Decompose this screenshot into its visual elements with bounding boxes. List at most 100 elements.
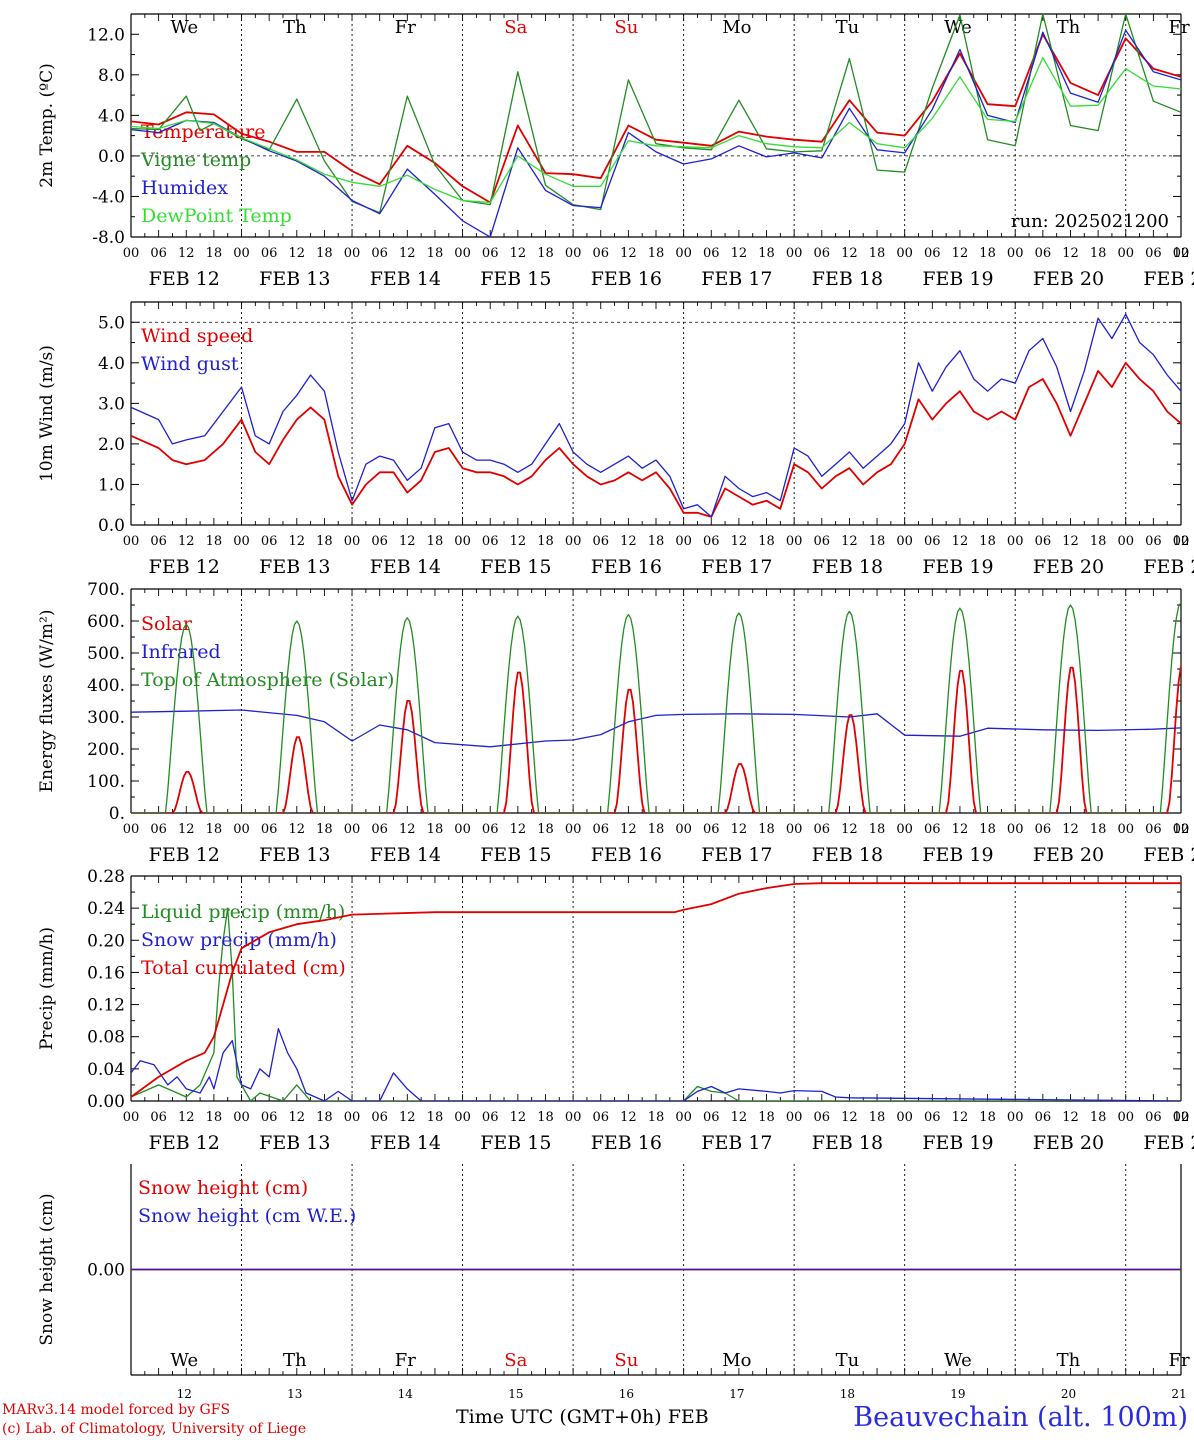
legend-entry: Vigne temp [140, 149, 251, 171]
y-axis-title: Snow height (cm) [37, 1193, 57, 1345]
hour-tick-label: 06 [482, 822, 499, 837]
hour-tick-label: 12 [1173, 822, 1190, 837]
date-label: FEB 15 [480, 268, 551, 290]
hour-tick-label: 00 [1117, 822, 1134, 837]
hour-tick-label: 00 [233, 1110, 250, 1125]
y-tick-label: 400. [87, 676, 125, 696]
y-tick-label: 0.08 [87, 1028, 125, 1048]
date-label: FEB 12 [149, 1132, 220, 1154]
model-credit: MARv3.14 model forced by GFS [2, 1402, 231, 1418]
date-label: FEB 13 [259, 268, 330, 290]
panel-4: 0.00 0.04 0.08 0.12 0.16 0.20 0.24 0.28 Precip (… [37, 867, 1194, 1154]
weekday-label: We [170, 17, 198, 38]
hour-tick-label: 00 [454, 534, 471, 549]
date-label: FEB 12 [149, 268, 220, 290]
weekday-label: We [944, 1350, 972, 1371]
legend-entry: Top of Atmosphere (Solar) [141, 669, 394, 691]
date-label: FEB 21 [1143, 556, 1194, 578]
hour-tick-label: 06 [150, 1110, 167, 1125]
panel-3: 0. 100. 200. 300. 400. 500. 600. 700. Energy flu… [37, 580, 1194, 866]
hour-tick-label: 06 [924, 246, 941, 261]
hour-tick-label: 18 [869, 534, 886, 549]
hour-tick-label: 18 [979, 246, 996, 261]
weekday-label: Fr [395, 17, 416, 38]
y-tick-label: 0.04 [87, 1060, 125, 1080]
hour-tick-label: 06 [703, 246, 720, 261]
hour-tick-label: 06 [592, 246, 609, 261]
hour-tick-label: 12 [178, 1110, 195, 1125]
hour-tick-label: 00 [233, 246, 250, 261]
hour-tick-label: 12 [1062, 246, 1079, 261]
y-tick-label: 0.0 [98, 516, 125, 536]
y-tick-label: 0.20 [87, 931, 125, 951]
hour-tick-label: 00 [896, 246, 913, 261]
date-label: FEB 21 [1143, 844, 1194, 866]
weekday-label: We [944, 17, 972, 38]
series-top-of-atmosphere-solar-line [131, 601, 1181, 813]
weekday-label: Th [283, 1350, 307, 1371]
hour-tick-label: 12 [952, 822, 969, 837]
hour-tick-label: 12 [399, 534, 416, 549]
hour-tick-label: 00 [1007, 534, 1024, 549]
date-label: FEB 13 [259, 556, 330, 578]
y-tick-label: 2.0 [98, 435, 125, 455]
y-tick-label: 0.00 [87, 1261, 125, 1281]
date-label: FEB 14 [370, 268, 441, 290]
hour-tick-label: 00 [344, 822, 361, 837]
y-tick-label: 0.12 [87, 996, 125, 1016]
date-label: FEB 16 [591, 844, 662, 866]
weekday-label: Su [614, 1350, 638, 1371]
hour-tick-label: 00 [565, 1110, 582, 1125]
date-label: FEB 18 [812, 844, 883, 866]
series-wind-gust-line [131, 313, 1181, 518]
y-tick-label: 0.28 [87, 867, 125, 887]
hour-tick-label: 06 [924, 534, 941, 549]
hour-tick-label: 00 [565, 534, 582, 549]
date-label: FEB 12 [149, 844, 220, 866]
hour-tick-label: 00 [454, 1110, 471, 1125]
hour-tick-label: 18 [869, 1110, 886, 1125]
hour-tick-label: 12 [178, 534, 195, 549]
hour-tick-label: 18 [537, 1110, 554, 1125]
y-tick-label: 12.0 [87, 25, 125, 45]
hour-tick-label: 06 [703, 822, 720, 837]
hour-tick-label: 18 [316, 246, 333, 261]
hour-tick-label: 18 [758, 1110, 775, 1125]
hour-tick-label: 00 [896, 822, 913, 837]
y-axis-title: Precip (mm/h) [37, 927, 57, 1050]
hour-tick-label: 06 [371, 246, 388, 261]
hour-tick-label: 12 [510, 534, 527, 549]
hour-tick-label: 00 [344, 1110, 361, 1125]
y-tick-label: 8.0 [98, 66, 125, 86]
hour-tick-label: 06 [261, 822, 278, 837]
date-label: FEB 16 [591, 268, 662, 290]
day-number-label: 16 [619, 1387, 634, 1401]
date-label: FEB 21 [1143, 268, 1194, 290]
hour-tick-label: 00 [1007, 246, 1024, 261]
hour-tick-label: 06 [1145, 534, 1162, 549]
hour-tick-label: 18 [758, 534, 775, 549]
legend-entry: Infrared [141, 641, 221, 663]
hour-tick-label: 18 [869, 246, 886, 261]
hour-tick-label: 00 [123, 822, 140, 837]
hour-tick-label: 18 [206, 534, 223, 549]
date-label: FEB 14 [370, 556, 441, 578]
hour-tick-label: 18 [537, 534, 554, 549]
date-label: FEB 15 [480, 844, 551, 866]
weekday-label: We [170, 1350, 198, 1371]
hour-tick-label: 06 [261, 1110, 278, 1125]
legend-entry: Humidex [141, 177, 228, 199]
hour-tick-label: 18 [206, 822, 223, 837]
hour-tick-label: 06 [1145, 822, 1162, 837]
y-tick-label: 0.16 [87, 963, 125, 983]
date-label: FEB 17 [701, 844, 772, 866]
hour-tick-label: 06 [1035, 1110, 1052, 1125]
hour-tick-label: 12 [1173, 246, 1190, 261]
panel-2: 0.0 1.0 2.0 3.0 4.0 5.0 10m Wind (m/s) 00 06 12 18… [37, 301, 1194, 578]
hour-tick-label: 06 [924, 822, 941, 837]
hour-tick-label: 06 [1145, 246, 1162, 261]
hour-tick-label: 12 [399, 246, 416, 261]
hour-tick-label: 00 [233, 534, 250, 549]
hour-tick-label: 18 [427, 246, 444, 261]
legend-entry: Snow precip (mm/h) [141, 929, 337, 951]
